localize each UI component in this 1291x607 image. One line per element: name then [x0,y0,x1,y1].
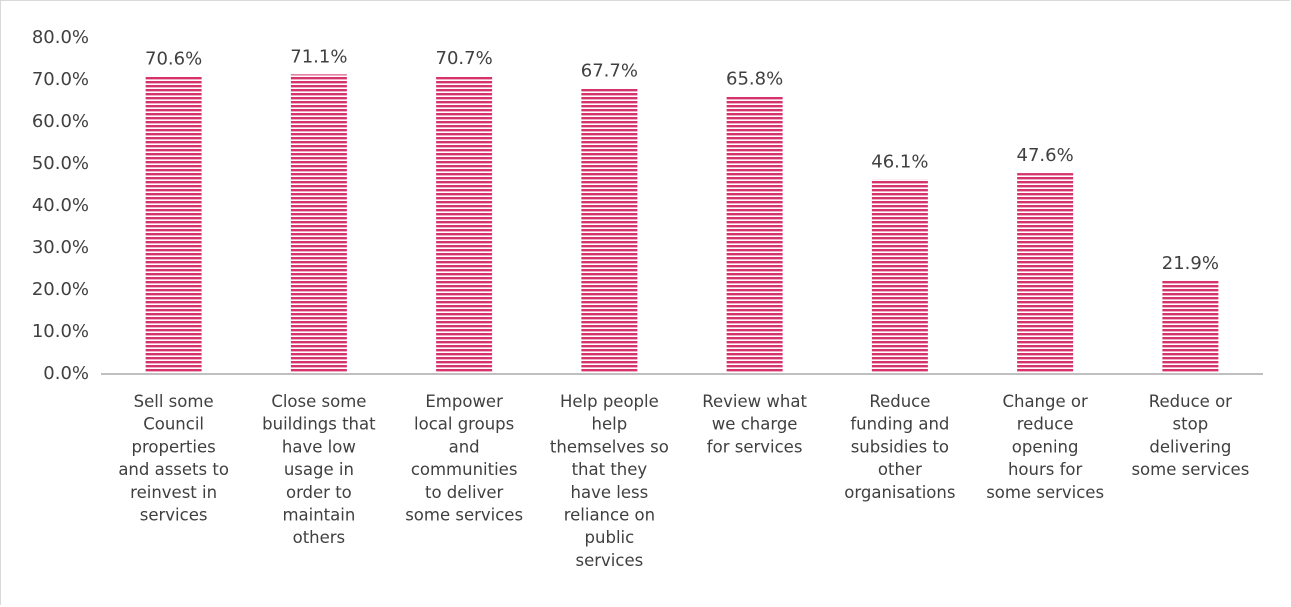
x-category-label-line: stop [1173,415,1209,434]
data-label: 70.6% [145,48,202,69]
data-label: 67.7% [581,61,638,82]
x-category-label-line: buildings that [262,415,376,434]
bar [1017,173,1074,373]
data-label: 70.7% [436,48,493,69]
x-category-label-line: usage in [284,460,354,479]
x-category-label-line: delivering [1149,437,1231,456]
x-category-label-line: Council [143,415,204,434]
y-axis: 0.0% 10.0% 20.0% 30.0% 40.0% 50.0% 60.0% 70.0% 8… [32,27,89,384]
y-tick-label: 80.0% [32,27,89,48]
x-category-label-line: some services [405,506,523,525]
x-category-label-line: subsidies to [851,437,949,456]
x-category-label-line: local groups [414,415,514,434]
x-category-label-line: Review what [702,392,807,411]
x-category-label-line: Reduce or [1149,392,1232,411]
x-category-label-line: and [449,437,480,456]
y-tick-label: 60.0% [32,111,89,132]
x-category-label-line: funding and [850,415,949,434]
x-category-label-line: for services [707,437,803,456]
x-category-label-line: Change or [1002,392,1088,411]
x-category-label-line: hours for [1008,460,1083,479]
y-tick-label: 30.0% [32,237,89,258]
x-category-label-line: have less [571,483,649,502]
x-category-label-line: help [592,415,628,434]
x-category-label-line: maintain [282,506,355,525]
x-category-label-line: some services [986,483,1104,502]
bar [290,74,347,373]
bar [145,76,202,373]
data-labels: 70.6% 71.1% 70.7% 67.7% 65.8% 46.1% 47.6% 21.9% [145,46,1219,274]
data-label: 65.8% [726,69,783,90]
x-category-label-line: Reduce [869,392,930,411]
data-label: 46.1% [871,151,928,172]
y-tick-label: 0.0% [43,363,89,384]
y-tick-label: 10.0% [32,321,89,342]
x-category-label-line: and assets to [118,460,229,479]
bar [726,96,783,373]
x-category-label-line: Help people [560,392,659,411]
x-category-label-line: Empower [425,392,503,411]
x-category-label-line: public [585,528,635,547]
x-axis: Sell some Council properties and assets to r… [118,392,1249,570]
x-category-label: Help people help themselves so that they hav… [550,392,669,570]
x-category-label-line: we charge [712,415,798,434]
x-category-label-line: to deliver [425,483,504,502]
x-category-label-line: properties [132,437,216,456]
x-category-label-line: reduce [1017,415,1074,434]
x-category-label-line: that they [572,460,648,479]
x-category-label-line: Sell some [134,392,214,411]
data-label: 47.6% [1017,145,1074,166]
x-category-label-line: services [576,551,644,570]
data-label: 21.9% [1162,253,1219,274]
x-category-label-line: other [878,460,922,479]
y-tick-label: 40.0% [32,195,89,216]
x-category-label: Empower local groups and communities to deli… [405,392,523,525]
x-category-label-line: some services [1131,460,1249,479]
y-tick-label: 20.0% [32,279,89,300]
x-category-label: Review what we charge for services [702,392,807,456]
x-category-label-line: order to [286,483,352,502]
bars [145,74,1219,373]
x-category-label-line: have low [282,437,356,456]
x-category-label-line: services [140,506,208,525]
bar [581,88,638,373]
x-category-label: Change or reduce opening hours for some serv… [986,392,1104,502]
bar [1162,281,1219,373]
x-category-label: Sell some Council properties and assets to r… [118,392,229,525]
bar [871,179,928,373]
x-category-label-line: opening [1012,437,1079,456]
x-category-label-line: organisations [844,483,955,502]
y-tick-label: 50.0% [32,153,89,174]
x-category-label-line: communities [411,460,518,479]
y-tick-label: 70.0% [32,69,89,90]
x-category-label-line: themselves so [550,437,669,456]
x-category-label: Close some buildings that have low usage in… [262,392,376,547]
x-category-label-line: reinvest in [130,483,217,502]
bar [436,76,493,373]
x-category-label-line: others [293,528,346,547]
x-category-label-line: reliance on [564,506,655,525]
x-category-label: Reduce funding and subsidies to other organi… [844,392,955,502]
x-category-label-line: Close some [271,392,366,411]
data-label: 71.1% [290,46,347,67]
x-category-label: Reduce or stop delivering some services [1131,392,1249,479]
